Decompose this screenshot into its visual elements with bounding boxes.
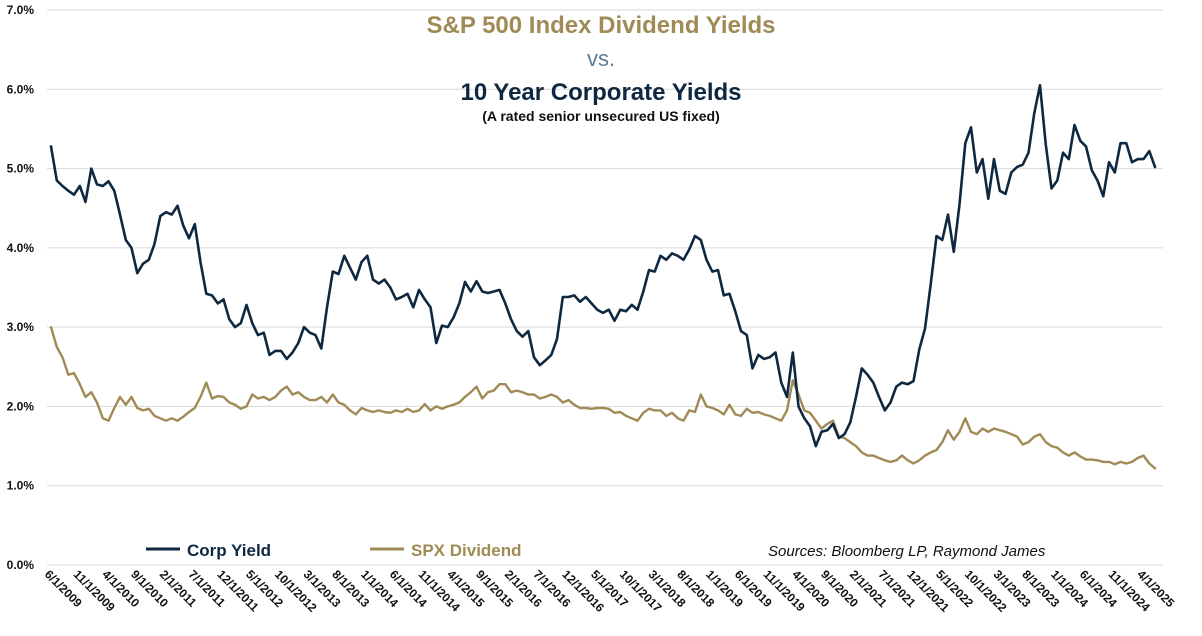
y-tick-label: 3.0%: [7, 320, 35, 334]
y-tick-label: 6.0%: [7, 82, 35, 96]
series-layer: [49, 84, 1157, 470]
legend-corp-label: Corp Yield: [187, 541, 271, 560]
y-tick-label: 7.0%: [7, 3, 35, 17]
chart-title-line3: 10 Year Corporate Yields: [460, 79, 741, 106]
y-tick-label: 1.0%: [7, 479, 35, 493]
source-note: Sources: Bloomberg LP, Raymond James: [768, 543, 1046, 560]
series-spx-dividend-line: [49, 325, 1157, 470]
y-axis-ticks: 0.0% 1.0% 2.0% 3.0% 4.0% 5.0% 6.0% 7.0%: [7, 3, 35, 572]
legend-spx-label: SPX Dividend: [411, 541, 522, 560]
chart-title-vs: vs.: [587, 46, 615, 71]
series-corp-yield-line: [49, 84, 1157, 448]
y-tick-label: 5.0%: [7, 162, 35, 176]
legend: Corp Yield SPX Dividend: [146, 541, 522, 560]
y-tick-label: 2.0%: [7, 399, 35, 413]
chart-title-line1: S&P 500 Index Dividend Yields: [426, 12, 775, 39]
chart-subtitle: (A rated senior unsecured US fixed): [482, 108, 720, 124]
y-tick-label: 0.0%: [7, 558, 35, 572]
x-axis-ticks: 6/1/200911/1/20094/1/20109/1/20102/1/201…: [42, 567, 1178, 615]
y-tick-label: 4.0%: [7, 241, 35, 255]
grid-layer: [47, 9, 1163, 566]
